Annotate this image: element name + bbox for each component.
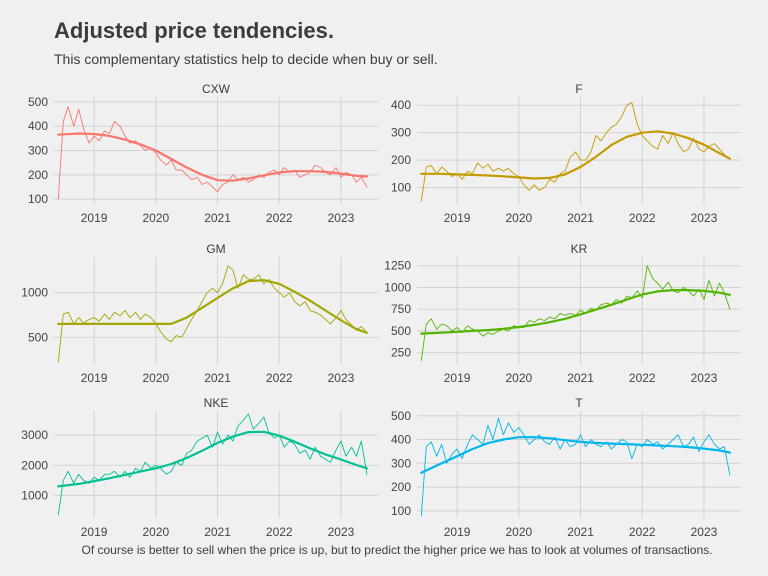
y-tick-label: 100 <box>391 504 411 518</box>
x-tick-label: 2023 <box>328 211 355 225</box>
y-tick-label: 500 <box>28 330 48 344</box>
y-tick-label: 1000 <box>21 286 48 300</box>
y-tick-label: 200 <box>391 153 411 167</box>
x-tick-label: 2020 <box>505 525 532 539</box>
trend-line-f <box>420 130 732 180</box>
y-tick-label: 1000 <box>384 280 411 294</box>
x-tick-label: 2020 <box>505 211 532 225</box>
x-tick-label: 2023 <box>691 525 718 539</box>
x-tick-label: 2019 <box>81 525 108 539</box>
x-tick-label: 2021 <box>567 211 594 225</box>
y-tick-label: 500 <box>28 95 48 109</box>
x-tick-label: 2020 <box>142 211 169 225</box>
chart-caption: Of course is better to sell when the pri… <box>82 543 713 557</box>
x-tick-label: 2022 <box>266 371 293 385</box>
y-tick-label: 100 <box>391 181 411 195</box>
trend-line-gm <box>57 279 368 334</box>
x-tick-label: 2021 <box>204 525 231 539</box>
y-tick-label: 300 <box>28 144 48 158</box>
panel-title-gm: GM <box>206 242 225 256</box>
x-tick-label: 2019 <box>81 211 108 225</box>
x-tick-label: 2021 <box>204 211 231 225</box>
x-tick-label: 2023 <box>328 371 355 385</box>
panel-title-f: F <box>575 82 582 96</box>
panel-nke: NKE 1000 2000 3000 2019 2020 2021 2022 2023 <box>21 396 378 539</box>
x-tick-label: 2019 <box>81 371 108 385</box>
y-tick-label: 1000 <box>21 488 48 502</box>
x-tick-label: 2019 <box>444 371 471 385</box>
x-tick-label: 2020 <box>142 525 169 539</box>
panel-title-nke: NKE <box>204 396 229 410</box>
y-tick-label: 1250 <box>384 259 411 273</box>
x-tick-label: 2021 <box>567 525 594 539</box>
price-line-kr <box>420 265 731 361</box>
x-tick-label: 2020 <box>142 371 169 385</box>
chart-title: Adjusted price tendencies. <box>54 18 334 43</box>
x-tick-label: 2022 <box>266 525 293 539</box>
trend-line-kr <box>420 289 732 335</box>
chart-subtitle: This complementary statistics help to de… <box>54 51 438 67</box>
price-line-t <box>420 417 731 517</box>
x-tick-label: 2021 <box>204 371 231 385</box>
x-tick-label: 2022 <box>629 211 656 225</box>
y-tick-label: 400 <box>28 119 48 133</box>
y-tick-label: 400 <box>391 98 411 112</box>
y-tick-label: 500 <box>391 409 411 423</box>
x-tick-label: 2022 <box>266 211 293 225</box>
y-tick-label: 2000 <box>21 458 48 472</box>
x-tick-label: 2023 <box>328 525 355 539</box>
y-tick-label: 200 <box>391 480 411 494</box>
price-line-cxw <box>57 106 368 200</box>
price-line-f <box>420 102 731 202</box>
x-tick-label: 2019 <box>444 525 471 539</box>
panel-f: F 100 200 300 400 2019 2020 2021 2022 2023 <box>391 82 741 225</box>
y-tick-label: 3000 <box>21 428 48 442</box>
x-tick-label: 2023 <box>691 371 718 385</box>
price-line-nke <box>57 413 368 516</box>
x-tick-label: 2022 <box>629 525 656 539</box>
trend-line-nke <box>57 430 368 488</box>
x-tick-label: 2023 <box>691 211 718 225</box>
x-tick-label: 2022 <box>629 371 656 385</box>
y-tick-label: 500 <box>391 324 411 338</box>
y-tick-label: 200 <box>28 168 48 182</box>
panel-title-t: T <box>575 396 583 410</box>
x-tick-label: 2021 <box>567 371 594 385</box>
panel-title-kr: KR <box>571 242 588 256</box>
panel-kr: KR 250 500 750 1000 1250 2019 2020 2021 2022 2023 <box>384 242 741 385</box>
panel-title-cxw: CXW <box>202 82 231 96</box>
y-tick-label: 300 <box>391 456 411 470</box>
x-tick-label: 2019 <box>444 211 471 225</box>
y-tick-label: 250 <box>391 346 411 360</box>
panel-gm: GM 500 1000 2019 2020 2021 2022 2023 <box>21 242 378 385</box>
y-tick-label: 300 <box>391 126 411 140</box>
y-tick-label: 750 <box>391 302 411 316</box>
panel-t: T 100 200 300 400 500 2019 2020 2021 2022 2023 <box>391 396 741 539</box>
trend-line-t <box>420 436 732 474</box>
x-tick-label: 2020 <box>505 371 532 385</box>
y-tick-label: 400 <box>391 433 411 447</box>
panel-cxw: CXW 100 200 300 400 500 2019 2020 2021 2022 2023 <box>28 82 378 225</box>
facet-panels: CXW 100 200 300 400 500 2019 2020 2021 2022 2023 F 1… <box>21 82 741 539</box>
y-tick-label: 100 <box>28 192 48 206</box>
trend-line-cxw <box>57 132 368 182</box>
price-line-gm <box>57 265 368 363</box>
